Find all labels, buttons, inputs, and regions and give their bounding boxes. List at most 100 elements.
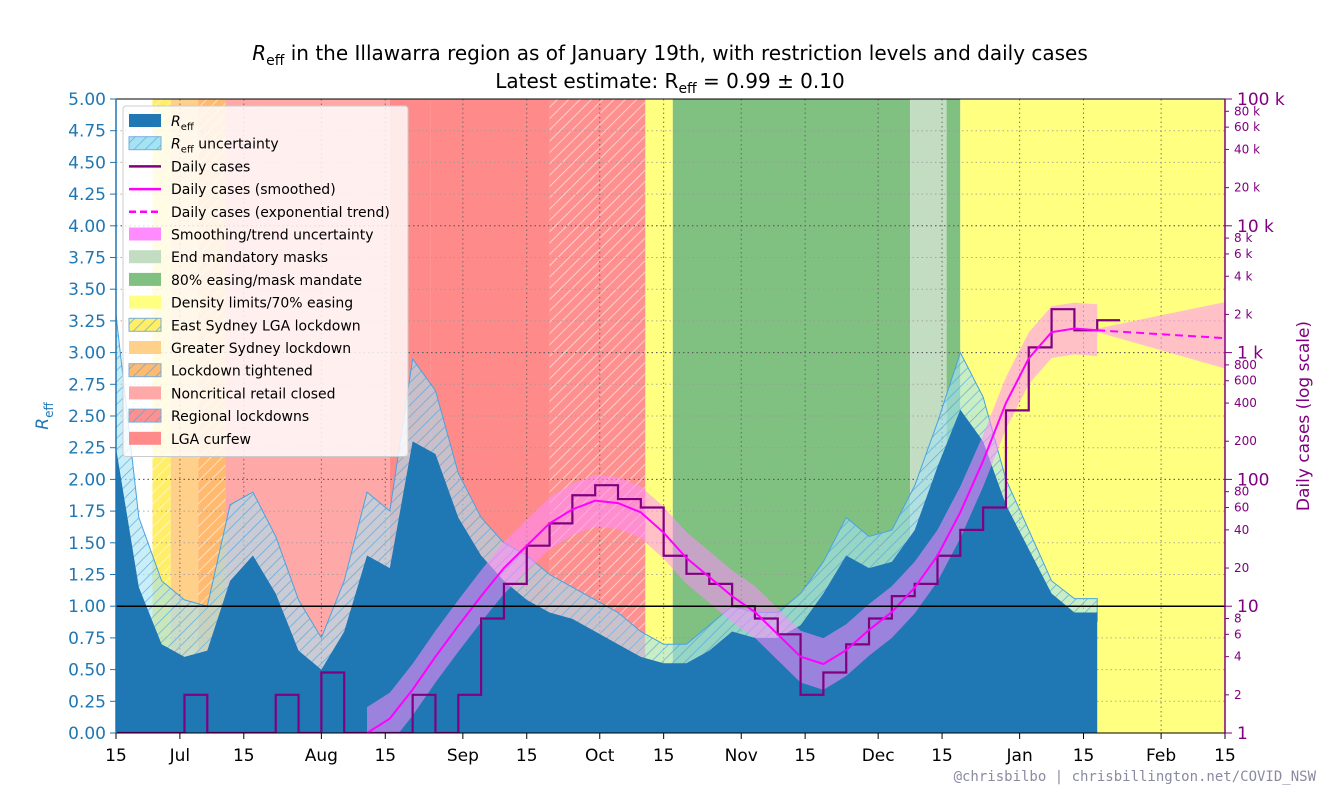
y-left-label: Reff bbox=[33, 402, 56, 430]
x-tick-label-9: Nov bbox=[725, 746, 758, 766]
daily-cases-line bbox=[116, 308, 1121, 733]
legend-label-13: Regional lockdowns bbox=[171, 409, 309, 425]
y-right-minor-tick-label-9: 400 bbox=[1234, 396, 1257, 410]
y-right-minor-tick-label-17: 40 k bbox=[1234, 142, 1260, 156]
credit-text: @chrisbilbo | chrisbillington.net/COVID_… bbox=[954, 769, 1317, 785]
chart-title: Reff in the Illawarra region as of Janua… bbox=[252, 41, 1088, 69]
legend-swatch-14 bbox=[129, 431, 161, 445]
legend: Reff Reff uncertainty Daily cases Daily cas… bbox=[122, 105, 409, 457]
y-right-minor-tick-label-6: 60 bbox=[1234, 501, 1249, 515]
legend-label-8: Density limits/70% easing bbox=[171, 296, 353, 312]
x-tick-label-14: 15 bbox=[1073, 746, 1095, 766]
y-right-minor-tick-label-0: 2 bbox=[1234, 688, 1242, 702]
x-tick-label-0: 15 bbox=[105, 746, 127, 766]
y-right-minor-tick-label-1: 4 bbox=[1234, 650, 1242, 664]
legend-label-4: Daily cases (exponential trend) bbox=[171, 205, 390, 221]
trend-uncertainty-band bbox=[1097, 302, 1225, 369]
y-right-tick-label-1: 10 bbox=[1237, 597, 1259, 617]
legend-hatch-11 bbox=[129, 363, 161, 377]
y-right-label: Daily cases (log scale) bbox=[1294, 321, 1314, 511]
x-tick-label-11: Dec bbox=[862, 746, 895, 766]
legend-label-14: LGA curfew bbox=[171, 432, 251, 448]
y-right-minor-tick-label-7: 80 bbox=[1234, 485, 1249, 499]
y-left-tick-label-9: 2.25 bbox=[68, 439, 106, 459]
legend-label-5: Smoothing/trend uncertainty bbox=[171, 228, 374, 244]
legend-label-0: Reff bbox=[171, 114, 195, 133]
x-tick-label-2: 15 bbox=[233, 746, 255, 766]
y-left-tick-label-8: 2.00 bbox=[68, 470, 106, 490]
legend-swatch-7 bbox=[129, 272, 161, 286]
legend-swatch-12 bbox=[129, 386, 161, 400]
y-left-tick-label-3: 0.75 bbox=[68, 629, 106, 649]
x-tick-label-5: Sep bbox=[447, 746, 479, 766]
y-left-tick-label-7: 1.75 bbox=[68, 502, 106, 522]
y-right-minor-tick-label-10: 600 bbox=[1234, 374, 1257, 388]
y-axis-left: 0.00 0.25 0.50 0.75 1.00 1.25 1.50 1.75 2.00 2.25… bbox=[68, 90, 117, 744]
y-right-minor-tick-label-8: 200 bbox=[1234, 434, 1257, 448]
legend-label-6: End mandatory masks bbox=[171, 250, 328, 266]
y-right-minor-tick-label-18: 60 k bbox=[1234, 120, 1260, 134]
y-left-tick-label-4: 1.00 bbox=[68, 597, 106, 617]
y-left-tick-label-17: 4.25 bbox=[68, 185, 106, 205]
legend-label-1: Reff uncertainty bbox=[171, 137, 279, 156]
daily-cases-smoothed-line bbox=[366, 327, 1098, 733]
y-left-tick-label-11: 2.75 bbox=[68, 375, 106, 395]
legend-label-12: Noncritical retail closed bbox=[171, 386, 336, 402]
legend-box bbox=[122, 105, 409, 457]
y-right-minor-tick-label-14: 6 k bbox=[1234, 247, 1252, 261]
y-left-tick-label-12: 3.00 bbox=[68, 344, 106, 364]
y-right-minor-tick-label-4: 20 bbox=[1234, 561, 1249, 575]
y-left-tick-label-20: 5.00 bbox=[68, 90, 106, 110]
y-left-tick-label-6: 1.50 bbox=[68, 534, 106, 554]
y-left-tick-label-2: 0.50 bbox=[68, 661, 106, 681]
legend-swatch-8 bbox=[129, 295, 161, 309]
y-right-minor-tick-label-2: 6 bbox=[1234, 627, 1242, 641]
legend-label-3: Daily cases (smoothed) bbox=[171, 182, 336, 198]
legend-label-11: Lockdown tightened bbox=[171, 364, 313, 380]
x-tick-label-15: Feb bbox=[1146, 746, 1176, 766]
y-right-minor-tick-label-19: 80 k bbox=[1234, 104, 1260, 118]
legend-swatch-6 bbox=[129, 250, 161, 264]
x-tick-label-3: Aug bbox=[305, 746, 338, 766]
legend-swatch-10 bbox=[129, 341, 161, 354]
x-tick-label-1: Jul bbox=[169, 746, 191, 766]
smoothing-uncertainty-band bbox=[367, 302, 1098, 733]
y-right-tick-label-2: 100 bbox=[1237, 470, 1269, 490]
y-right-minor-tick-label-11: 800 bbox=[1234, 358, 1257, 372]
y-right-tick-label-5: 100 k bbox=[1237, 90, 1285, 110]
y-right-minor-tick-label-13: 4 k bbox=[1234, 269, 1252, 283]
y-left-tick-label-19: 4.75 bbox=[68, 122, 106, 142]
legend-hatch-9 bbox=[129, 318, 161, 332]
y-axis-right: 1 10 100 1 k 10 k 100 k 2 4 6 8 20 40 60 80 200 400 600 8… bbox=[1224, 90, 1285, 744]
x-tick-label-16: 15 bbox=[1214, 746, 1236, 766]
y-left-tick-label-0: 0.00 bbox=[68, 724, 106, 744]
legend-label-2: Daily cases bbox=[171, 159, 250, 175]
y-left-tick-label-5: 1.25 bbox=[68, 566, 106, 586]
x-tick-label-13: Jan bbox=[1006, 746, 1033, 766]
y-right-tick-label-4: 10 k bbox=[1237, 217, 1274, 237]
y-right-minor-tick-label-12: 2 k bbox=[1234, 307, 1252, 321]
y-right-minor-tick-label-16: 20 k bbox=[1234, 181, 1260, 195]
x-tick-label-6: 15 bbox=[516, 746, 538, 766]
x-axis: 15 Jul 15 Aug 15 Sep 15 Oct 15 Nov 15 Dec 15 Jan 15 Feb… bbox=[105, 733, 1236, 766]
legend-label-9: East Sydney LGA lockdown bbox=[171, 318, 361, 334]
x-tick-label-7: Oct bbox=[585, 746, 615, 766]
y-right-tick-label-3: 1 k bbox=[1237, 344, 1263, 364]
period-density-8 bbox=[645, 99, 673, 733]
y-right-minor-tick-label-15: 8 k bbox=[1234, 231, 1252, 245]
y-left-tick-label-10: 2.50 bbox=[68, 407, 106, 427]
x-tick-label-8: 15 bbox=[653, 746, 675, 766]
x-tick-label-12: 15 bbox=[931, 746, 953, 766]
daily-cases-trend-line bbox=[1097, 329, 1225, 340]
y-right-minor-tick-label-3: 8 bbox=[1234, 611, 1242, 625]
y-left-tick-label-16: 4.00 bbox=[68, 217, 106, 237]
y-left-tick-label-18: 4.50 bbox=[68, 153, 106, 173]
y-right-tick-label-0: 1 bbox=[1237, 724, 1248, 744]
y-left-tick-label-14: 3.50 bbox=[68, 280, 106, 300]
legend-label-7: 80% easing/mask mandate bbox=[171, 273, 362, 289]
y-left-tick-label-1: 0.25 bbox=[68, 692, 106, 712]
legend-swatch-5 bbox=[129, 227, 161, 241]
chart-subtitle: Latest estimate: Reff = 0.99 ± 0.10 bbox=[495, 69, 844, 97]
legend-hatch-13 bbox=[129, 409, 161, 423]
